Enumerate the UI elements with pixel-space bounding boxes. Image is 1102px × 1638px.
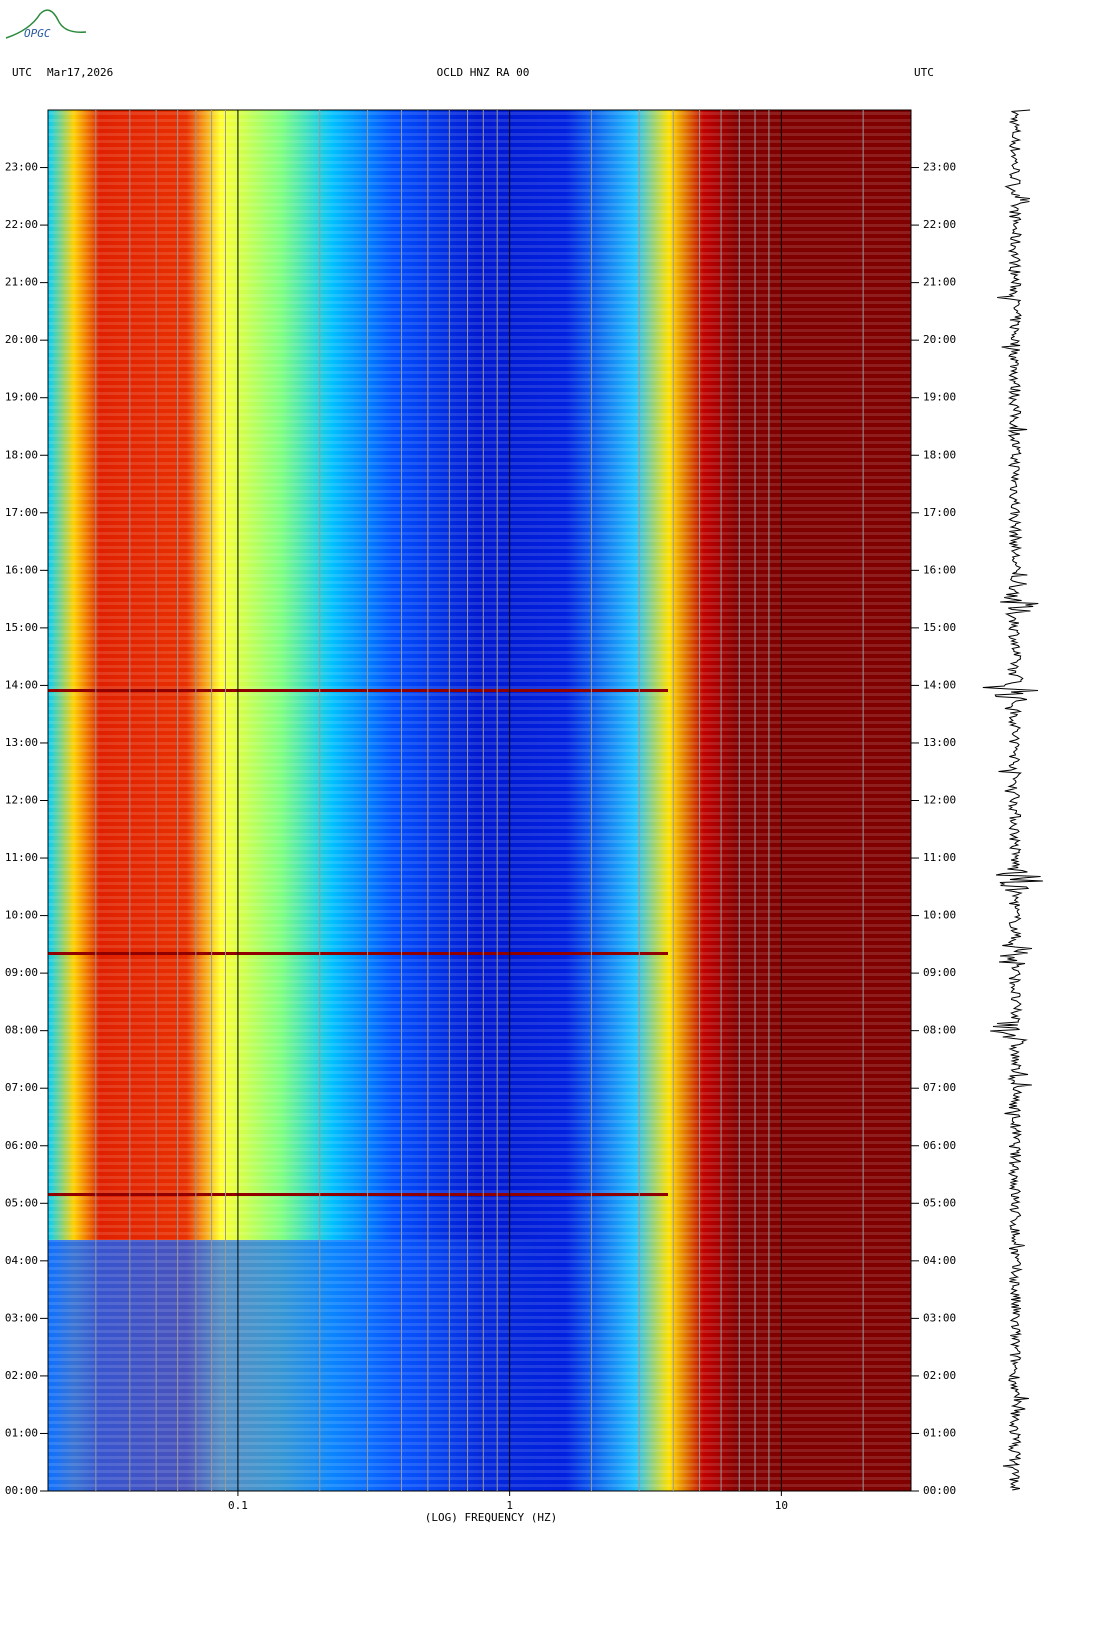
y-tick-label: 19:00 (923, 391, 956, 404)
y-tick-label: 13:00 (923, 736, 956, 749)
y-tick-label: 20:00 (5, 333, 38, 346)
y-tick-label: 16:00 (923, 563, 956, 576)
y-tick-label: 09:00 (923, 966, 956, 979)
y-tick-label: 02:00 (5, 1369, 38, 1382)
logo: OPGC (5, 9, 87, 40)
x-tick-label: 0.1 (228, 1499, 248, 1512)
y-tick-label: 17:00 (923, 506, 956, 519)
y-tick-label: 19:00 (5, 391, 38, 404)
left-zone: UTC (12, 66, 32, 79)
y-tick-label: 13:00 (5, 736, 38, 749)
seismogram (982, 109, 1043, 1491)
y-tick-label: 04:00 (5, 1254, 38, 1267)
y-tick-label: 02:00 (923, 1369, 956, 1382)
y-tick-label: 08:00 (5, 1024, 38, 1037)
y-tick-label: 15:00 (5, 621, 38, 634)
y-tick-label: 05:00 (923, 1196, 956, 1209)
y-tick-label: 18:00 (923, 448, 956, 461)
y-tick-label: 23:00 (5, 161, 38, 174)
station: OCLD HNZ RA 00 (437, 66, 530, 79)
y-tick-label: 23:00 (923, 161, 956, 174)
y-tick-label: 06:00 (5, 1139, 38, 1152)
y-tick-label: 00:00 (5, 1484, 38, 1497)
y-tick-label: 12:00 (923, 794, 956, 807)
y-tick-label: 18:00 (5, 448, 38, 461)
right-zone: UTC (914, 66, 934, 79)
logo-text: OPGC (24, 27, 51, 40)
y-tick-label: 09:00 (5, 966, 38, 979)
y-tick-label: 14:00 (5, 678, 38, 691)
y-tick-label: 05:00 (5, 1196, 38, 1209)
y-tick-label: 01:00 (923, 1426, 956, 1439)
y-tick-label: 01:00 (5, 1426, 38, 1439)
y-tick-label: 20:00 (923, 333, 956, 346)
y-tick-label: 07:00 (923, 1081, 956, 1094)
y-tick-label: 00:00 (923, 1484, 956, 1497)
y-tick-label: 10:00 (923, 909, 956, 922)
y-tick-label: 08:00 (923, 1024, 956, 1037)
y-tick-label: 11:00 (923, 851, 956, 864)
y-tick-label: 12:00 (5, 794, 38, 807)
y-tick-label: 04:00 (923, 1254, 956, 1267)
y-tick-label: 07:00 (5, 1081, 38, 1094)
y-tick-label: 03:00 (5, 1311, 38, 1324)
y-tick-label: 21:00 (5, 276, 38, 289)
y-tick-label: 11:00 (5, 851, 38, 864)
y-tick-label: 16:00 (5, 563, 38, 576)
x-axis-label: (LOG) FREQUENCY (HZ) (425, 1511, 557, 1524)
y-tick-label: 17:00 (5, 506, 38, 519)
y-tick-label: 21:00 (923, 276, 956, 289)
y-tick-label: 22:00 (5, 218, 38, 231)
y-tick-label: 03:00 (923, 1311, 956, 1324)
x-tick-label: 1 (506, 1499, 513, 1512)
spectrogram (48, 110, 911, 1491)
y-tick-label: 22:00 (923, 218, 956, 231)
y-tick-label: 15:00 (923, 621, 956, 634)
y-tick-label: 10:00 (5, 909, 38, 922)
x-tick-label: 10 (775, 1499, 788, 1512)
date: Mar17,2026 (47, 66, 113, 79)
y-tick-label: 14:00 (923, 678, 956, 691)
y-tick-label: 06:00 (923, 1139, 956, 1152)
